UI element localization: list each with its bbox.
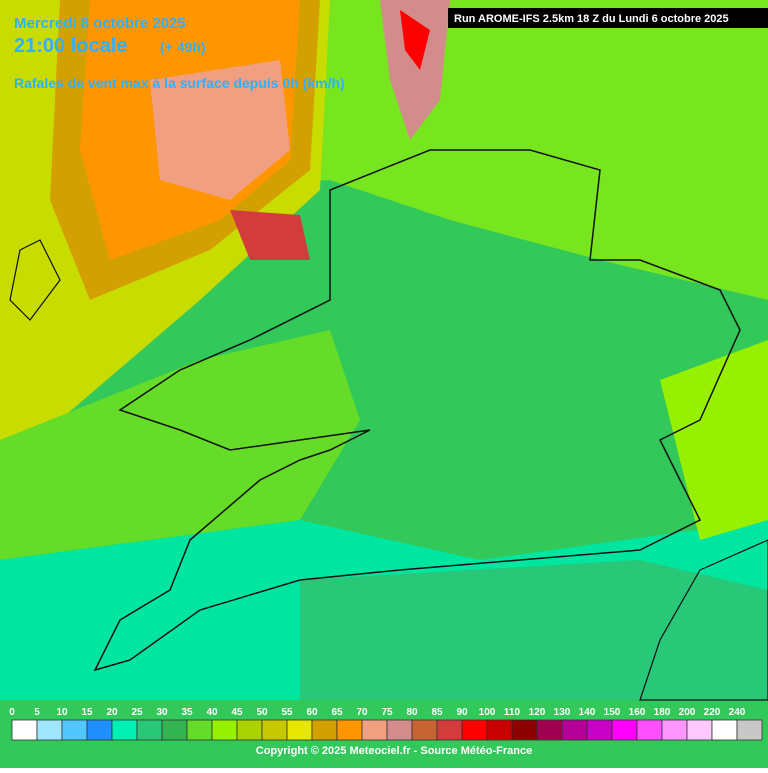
wind-zone	[380, 0, 450, 140]
legend-swatch	[486, 719, 513, 741]
legend-swatch	[636, 719, 663, 741]
legend-label: 220	[704, 707, 721, 718]
wind-zone	[300, 560, 768, 700]
time: 21:00 locale	[14, 35, 127, 57]
legend-label: 0	[9, 707, 15, 718]
legend-swatch	[11, 719, 38, 741]
legend-label: 240	[729, 707, 746, 718]
legend-swatch	[111, 719, 138, 741]
legend-swatch	[61, 719, 88, 741]
legend-swatch	[36, 719, 63, 741]
legend: 0 5 10 15 20 25 30 35 40 45 50 55 60 65 70 75 80 85 90 100 1…	[9, 707, 763, 741]
run-banner	[448, 8, 768, 28]
legend-label: 50	[256, 707, 268, 718]
legend-label: 5	[34, 707, 40, 718]
legend-swatch	[86, 719, 113, 741]
wind-zone	[400, 10, 430, 70]
legend-swatch	[186, 719, 213, 741]
legend-label: 65	[331, 707, 343, 718]
legend-label: 140	[579, 707, 596, 718]
legend-swatch	[286, 719, 313, 741]
run-info: Run AROME-IFS 2.5km 18 Z du Lundi 6 octo…	[454, 13, 729, 25]
legend-swatch	[411, 719, 438, 741]
legend-swatch	[336, 719, 363, 741]
legend-label: 55	[281, 707, 293, 718]
wind-zone	[230, 210, 310, 260]
legend-label: 100	[479, 707, 496, 718]
legend-label: 90	[456, 707, 468, 718]
legend-label: 15	[81, 707, 93, 718]
wind-zone	[0, 330, 360, 560]
legend-label: 20	[106, 707, 118, 718]
legend-label: 70	[356, 707, 368, 718]
legend-label: 150	[604, 707, 621, 718]
legend-label: 130	[554, 707, 571, 718]
legend-label: 160	[629, 707, 646, 718]
legend-swatch	[561, 719, 588, 741]
legend-swatch	[361, 719, 388, 741]
legend-swatch	[211, 719, 238, 741]
legend-swatch	[461, 719, 488, 741]
legend-label: 180	[654, 707, 671, 718]
legend-swatch	[661, 719, 688, 741]
legend-label: 25	[131, 707, 143, 718]
copyright: Copyright © 2025 Meteociel.fr - Source M…	[256, 745, 532, 757]
legend-swatch	[261, 719, 288, 741]
legend-swatch	[611, 719, 638, 741]
legend-label: 85	[431, 707, 443, 718]
legend-swatch	[511, 719, 538, 741]
legend-label: 120	[529, 707, 546, 718]
coastline	[639, 539, 768, 701]
wind-zone	[660, 340, 768, 540]
legend-swatch	[711, 719, 738, 741]
legend-label: 30	[156, 707, 168, 718]
legend-swatch	[161, 719, 188, 741]
legend-label: 75	[381, 707, 393, 718]
legend-label: 10	[56, 707, 68, 718]
legend-swatch	[311, 719, 338, 741]
date: Mercredi 8 octobre 2025	[14, 15, 186, 32]
legend-swatch	[236, 719, 263, 741]
legend-label: 40	[206, 707, 218, 718]
coastline	[9, 239, 61, 321]
legend-label: 45	[231, 707, 243, 718]
lead-time: (+ 49h)	[160, 39, 206, 55]
legend-swatch	[136, 719, 163, 741]
legend-label: 110	[504, 707, 521, 718]
legend-label: 35	[181, 707, 193, 718]
subtitle: Rafales de vent max à la surface depuis …	[14, 75, 345, 91]
legend-label: 80	[406, 707, 418, 718]
wind-zone	[150, 60, 290, 200]
legend-label: 60	[306, 707, 318, 718]
legend-swatch	[386, 719, 413, 741]
legend-swatch	[736, 719, 763, 741]
legend-swatch	[436, 719, 463, 741]
legend-swatch	[686, 719, 713, 741]
coastline	[93, 149, 741, 672]
legend-swatch	[536, 719, 563, 741]
legend-swatch	[586, 719, 613, 741]
legend-label: 200	[679, 707, 696, 718]
